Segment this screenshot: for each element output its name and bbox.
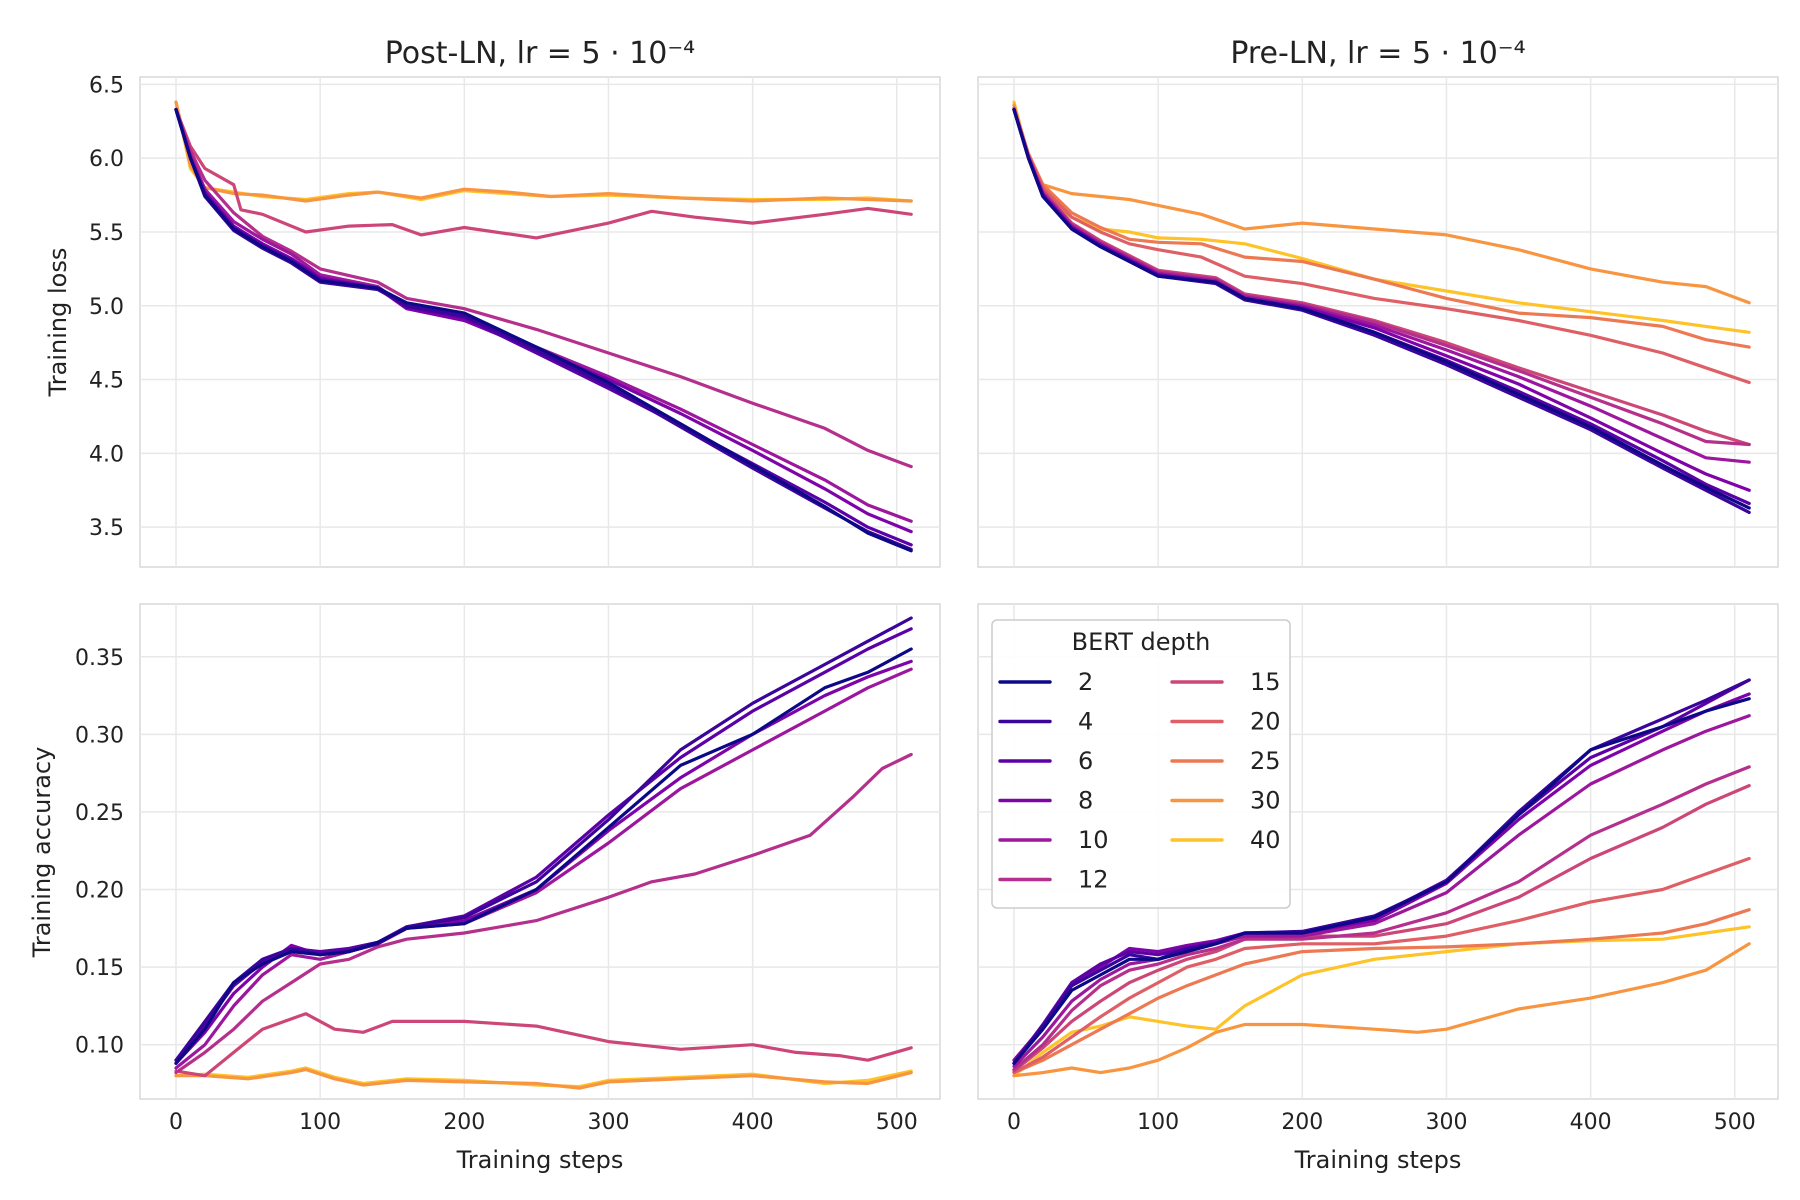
legend-label: 2 — [1078, 668, 1093, 696]
x-axis-label: Training steps — [1294, 1146, 1462, 1174]
x-tick-label: 500 — [1714, 1110, 1756, 1135]
legend-entries: 2 4 6 8 10 12 15 20 25 30 40 — [998, 668, 1281, 894]
legend-label: 10 — [1078, 826, 1109, 854]
legend-label: 8 — [1078, 787, 1093, 815]
series-line-depth-2 — [1012, 697, 1751, 1065]
x-tick-label: 500 — [876, 1110, 918, 1135]
y-tick-label: 4.0 — [89, 442, 124, 467]
y-tick-label: 0.25 — [75, 801, 124, 826]
y-tick-label: 0.30 — [75, 723, 124, 748]
panel-post-ln-loss: 3.5 4.0 4.5 5.0 5.5 6.0 6.5 Post-LN, lr = 5 · … — [44, 36, 941, 568]
y-tick-label: 0.10 — [75, 1034, 124, 1059]
y-tick-label: 5.5 — [89, 221, 124, 246]
x-tick-labels: 0 100 200 300 400 500 — [1007, 1110, 1756, 1135]
x-tick-label: 200 — [443, 1110, 485, 1135]
series-line-depth-10 — [1012, 714, 1751, 1068]
plot-area — [139, 603, 941, 1100]
series-line-depth-2 — [174, 107, 913, 553]
y-tick-label: 5.0 — [89, 295, 124, 320]
y-tick-label: 6.5 — [89, 73, 124, 98]
y-tick-label: 6.0 — [89, 147, 124, 172]
series-line-depth-15 — [174, 1012, 913, 1078]
series-line-depth-2 — [174, 647, 913, 1065]
series-line-depth-30 — [174, 1067, 913, 1090]
series-line-depth-25 — [1012, 908, 1751, 1075]
x-tick-label: 300 — [587, 1110, 629, 1135]
series-line-depth-12 — [174, 752, 913, 1075]
x-tick-label: 400 — [732, 1110, 774, 1135]
x-tick-label: 0 — [1007, 1110, 1021, 1135]
x-tick-label: 100 — [1137, 1110, 1179, 1135]
panel-post-ln-accuracy: 0 100 200 300 400 500 0.10 0.15 0.20 0.25 0.30 0.3… — [28, 603, 941, 1174]
x-axis-label: Training steps — [456, 1146, 624, 1174]
legend: BERT depth 2 4 6 8 10 12 15 20 25 30 40 — [991, 619, 1291, 909]
legend-label: 4 — [1078, 708, 1093, 736]
series-layer — [1012, 678, 1751, 1078]
series-line-depth-30 — [1012, 103, 1751, 305]
series-line-depth-30 — [174, 100, 913, 203]
series-line-depth-12 — [1012, 765, 1751, 1072]
legend-label: 12 — [1078, 866, 1109, 894]
series-line-depth-30 — [1012, 942, 1751, 1078]
series-line-depth-12 — [174, 107, 913, 469]
y-tick-label: 0.15 — [75, 956, 124, 981]
y-tick-labels: 3.5 4.0 4.5 5.0 5.5 6.0 6.5 — [89, 73, 124, 541]
x-tick-labels: 0 100 200 300 400 500 — [169, 1110, 918, 1135]
y-tick-label: 3.5 — [89, 516, 124, 541]
legend-title: BERT depth — [1072, 628, 1211, 656]
panel-title: Post-LN, lr = 5 · 10⁻⁴ — [385, 36, 695, 71]
y-tick-label: 4.5 — [89, 369, 124, 394]
legend-box — [991, 619, 1291, 909]
series-line-depth-2 — [1012, 107, 1751, 510]
series-line-depth-20 — [1012, 856, 1751, 1075]
y-tick-labels: 0.10 0.15 0.20 0.25 0.30 0.35 — [75, 646, 124, 1059]
legend-label: 15 — [1250, 668, 1281, 696]
legend-label: 25 — [1250, 747, 1281, 775]
legend-label: 30 — [1250, 787, 1281, 815]
series-layer — [1012, 100, 1751, 514]
x-tick-label: 300 — [1425, 1110, 1467, 1135]
legend-label: 40 — [1250, 826, 1281, 854]
x-tick-label: 400 — [1570, 1110, 1612, 1135]
plot-area — [139, 76, 941, 568]
x-tick-label: 200 — [1281, 1110, 1323, 1135]
gridlines — [140, 77, 940, 567]
series-layer — [174, 100, 913, 553]
panel-title: Pre-LN, lr = 5 · 10⁻⁴ — [1230, 36, 1525, 71]
series-layer — [174, 616, 913, 1090]
series-line-depth-20 — [1012, 106, 1751, 385]
y-axis-label: Training accuracy — [28, 747, 56, 959]
legend-label: 20 — [1250, 708, 1281, 736]
y-tick-label: 0.35 — [75, 646, 124, 671]
y-axis-label: Training loss — [44, 248, 72, 398]
panel-pre-ln-loss: Pre-LN, lr = 5 · 10⁻⁴ — [977, 36, 1779, 568]
legend-label: 6 — [1078, 747, 1093, 775]
x-tick-label: 0 — [169, 1110, 183, 1135]
series-line-depth-25 — [1012, 106, 1751, 349]
series-line-depth-40 — [1012, 925, 1751, 1078]
x-tick-label: 100 — [299, 1110, 341, 1135]
y-tick-label: 0.20 — [75, 879, 124, 904]
series-line-depth-15 — [174, 107, 913, 240]
